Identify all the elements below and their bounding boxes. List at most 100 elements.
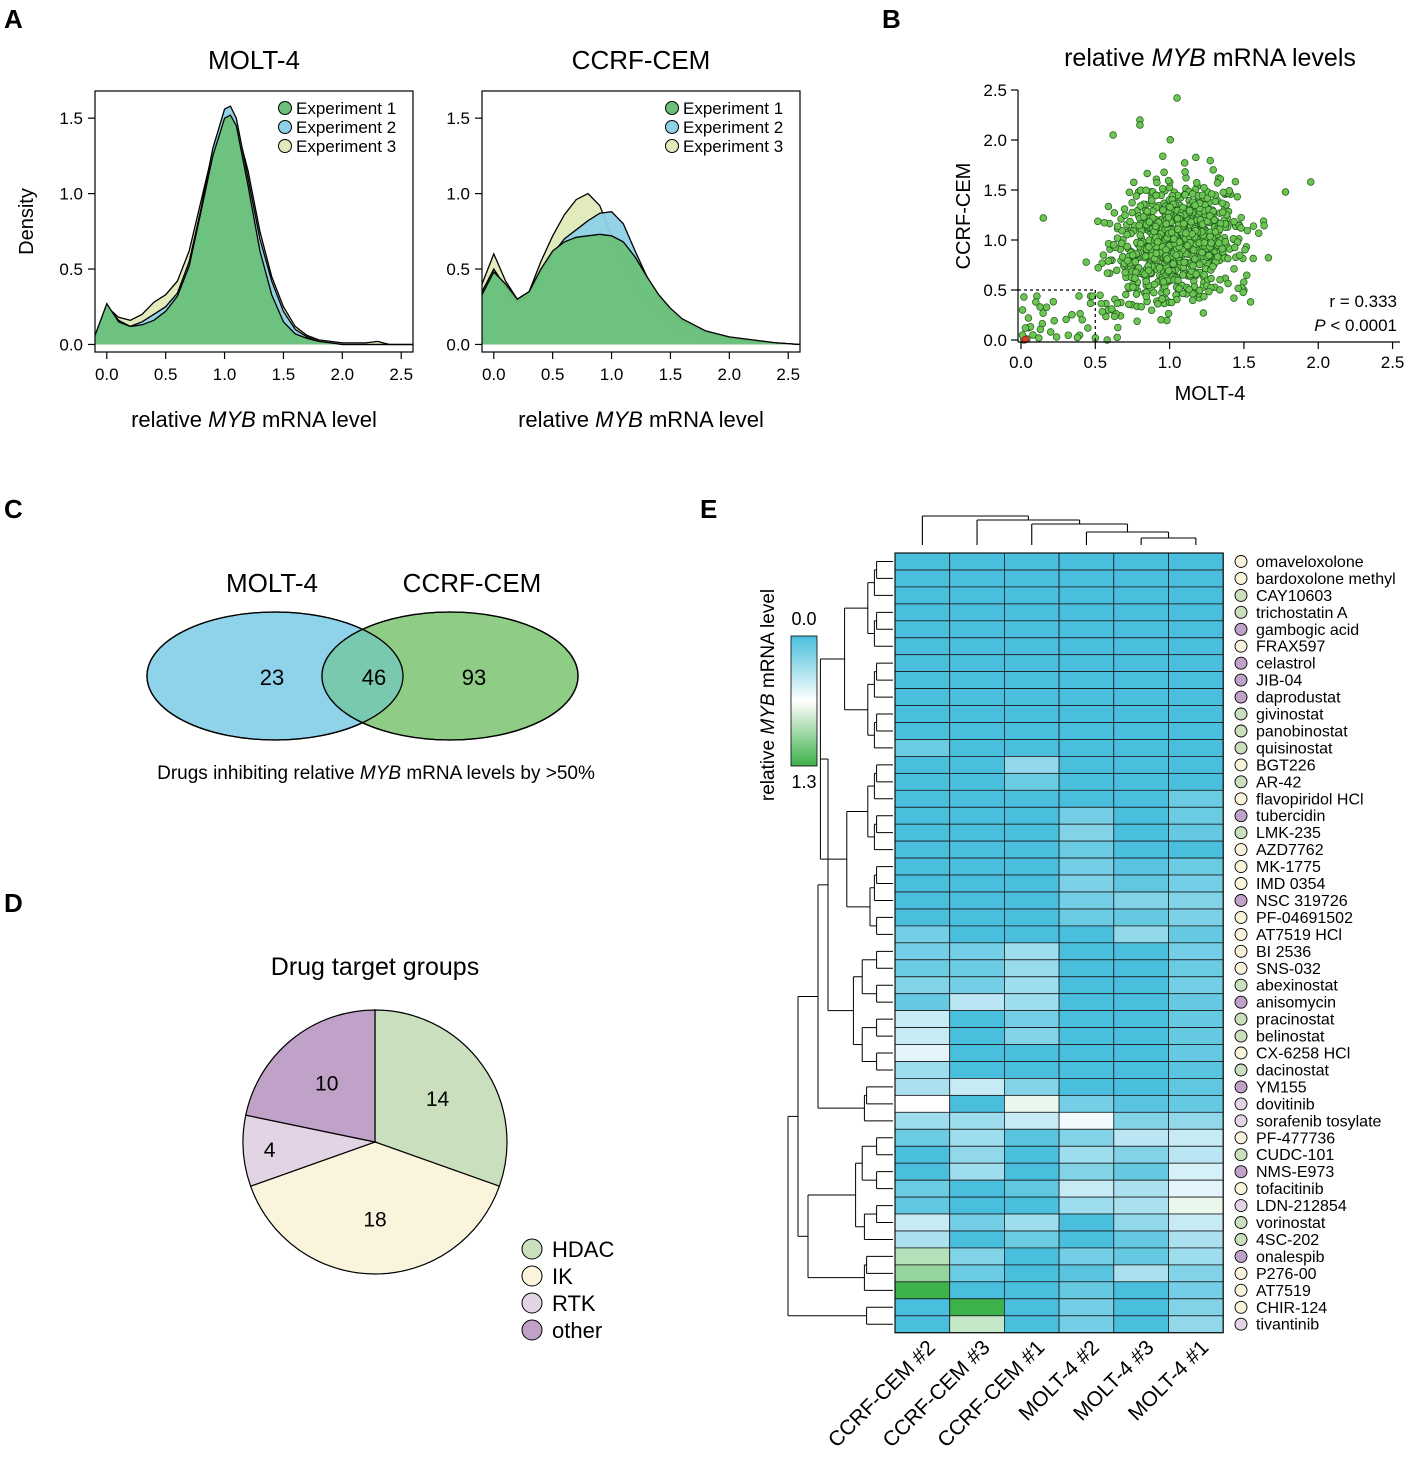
heatmap-cell xyxy=(1168,722,1224,740)
row-group-marker xyxy=(1234,978,1248,992)
heatmap-cell xyxy=(894,1128,951,1147)
heatmap-cell xyxy=(894,806,951,825)
row-label: LDN-212854 xyxy=(1256,1198,1347,1215)
scatter-point xyxy=(1230,265,1238,273)
x-tick-label: 0.5 xyxy=(1083,353,1107,372)
heatmap-cell xyxy=(1113,637,1169,656)
row-label: CX-6258 HCl xyxy=(1256,1046,1350,1063)
heatmap-cell xyxy=(1168,1196,1224,1215)
row-label: MK-1775 xyxy=(1256,859,1321,876)
heatmap-cell xyxy=(1004,959,1060,978)
heatmap-cell xyxy=(1058,823,1115,842)
scatter-point xyxy=(1180,159,1189,167)
row-label: tofacitinib xyxy=(1256,1181,1324,1198)
row-group-marker xyxy=(1234,1317,1248,1331)
scatter-point xyxy=(1187,218,1195,226)
heatmap-cell xyxy=(1168,1044,1224,1062)
heatmap-cell xyxy=(1113,705,1169,723)
scatter-point xyxy=(1206,232,1214,241)
row-label: vorinostat xyxy=(1256,1215,1326,1232)
scatter-point xyxy=(1141,252,1150,261)
scatter-point xyxy=(1200,183,1208,192)
heatmap-cell xyxy=(1113,688,1169,706)
venn-label-molt4: MOLT-4 xyxy=(226,568,318,598)
heatmap-cell xyxy=(894,773,951,791)
row-group-marker xyxy=(1234,1165,1248,1179)
heatmap-cell xyxy=(949,823,1005,842)
scatter-point xyxy=(1237,224,1245,232)
heatmap-cell xyxy=(1168,603,1224,622)
panel-label-b: B xyxy=(882,4,901,34)
x-tick-label: 0.0 xyxy=(482,365,506,384)
scatter-point xyxy=(1158,184,1167,193)
row-label: AT7519 HCl xyxy=(1256,927,1342,944)
scatter-point xyxy=(1142,186,1150,195)
scatter-point xyxy=(1132,192,1141,200)
scatter-point xyxy=(1147,306,1156,314)
scatter-point xyxy=(1219,188,1228,197)
scatter-point xyxy=(1158,295,1166,303)
heatmap-cell xyxy=(1168,1247,1224,1266)
heatmap-cell xyxy=(949,569,1005,588)
scatter-point xyxy=(1024,314,1033,322)
heatmap-cell xyxy=(1004,840,1060,859)
heatmap-cell xyxy=(1168,1145,1224,1164)
row-group-marker xyxy=(1234,639,1248,653)
y-tick-label: 0.0 xyxy=(983,331,1007,350)
legend-marker-rtk xyxy=(521,1292,543,1314)
row-group-marker xyxy=(1234,1012,1248,1026)
heatmap-cell xyxy=(949,586,1005,605)
heatmap-cell xyxy=(894,1095,951,1113)
heatmap-cell xyxy=(949,1010,1005,1028)
scatter-point xyxy=(1021,324,1030,332)
heatmap-cell xyxy=(1004,620,1060,639)
heatmap-cell xyxy=(1004,688,1060,706)
scatter-point xyxy=(1162,220,1170,228)
heatmap-cell xyxy=(1113,603,1169,622)
pie-chart: Drug target groups 14 18 4 10 xyxy=(242,953,508,1275)
scatter-point xyxy=(1163,255,1171,263)
heatmap-cell xyxy=(1004,1145,1060,1164)
y-axis-label: CCRF-CEM xyxy=(953,163,975,270)
scatter-point xyxy=(1078,315,1086,324)
x-tick-label: 1.0 xyxy=(1158,353,1182,372)
row-label: AZD7762 xyxy=(1256,842,1324,859)
y-tick-label: 1.0 xyxy=(59,185,83,204)
scatter-point xyxy=(1164,309,1173,318)
legend-label: Experiment 1 xyxy=(683,99,783,118)
scatter-point xyxy=(1221,238,1230,246)
scatter-point xyxy=(1307,178,1315,186)
scatter-point xyxy=(1136,239,1145,248)
heatmap-cell xyxy=(1058,1298,1115,1317)
scatter-point xyxy=(1125,300,1133,309)
scatter-point xyxy=(1108,305,1116,313)
heatmap-cell xyxy=(1113,1010,1169,1028)
venn-label-ccrf: CCRF-CEM xyxy=(403,568,542,598)
scatter-point xyxy=(1123,242,1131,251)
heatmap-cell xyxy=(1168,1078,1224,1096)
heatmap-cell xyxy=(1168,620,1224,639)
heatmap-cell xyxy=(1113,756,1169,774)
colorbar-max-label: 1.3 xyxy=(791,772,816,792)
scatter-point xyxy=(1236,251,1244,259)
heatmap-cell xyxy=(1058,773,1115,791)
legend-label-hdac: HDAC xyxy=(552,1237,614,1262)
heatmap-cell xyxy=(894,688,951,706)
scatter-point xyxy=(1185,206,1194,215)
row-group-marker xyxy=(1234,995,1248,1009)
heatmap-cell xyxy=(894,756,951,774)
scatter-point xyxy=(1192,270,1200,278)
heatmap-cell xyxy=(1058,1111,1115,1130)
row-group-marker xyxy=(1234,1233,1248,1246)
row-group-marker xyxy=(1234,792,1248,806)
legend-marker xyxy=(665,101,679,115)
heatmap-cell xyxy=(894,789,951,808)
panel-label-d: D xyxy=(4,888,23,918)
scatter-point xyxy=(1136,121,1144,129)
scatter-point xyxy=(1233,192,1242,201)
heatmap-cell xyxy=(894,908,951,927)
heatmap-cell xyxy=(1058,552,1115,571)
row-label: BI 2536 xyxy=(1256,944,1311,961)
